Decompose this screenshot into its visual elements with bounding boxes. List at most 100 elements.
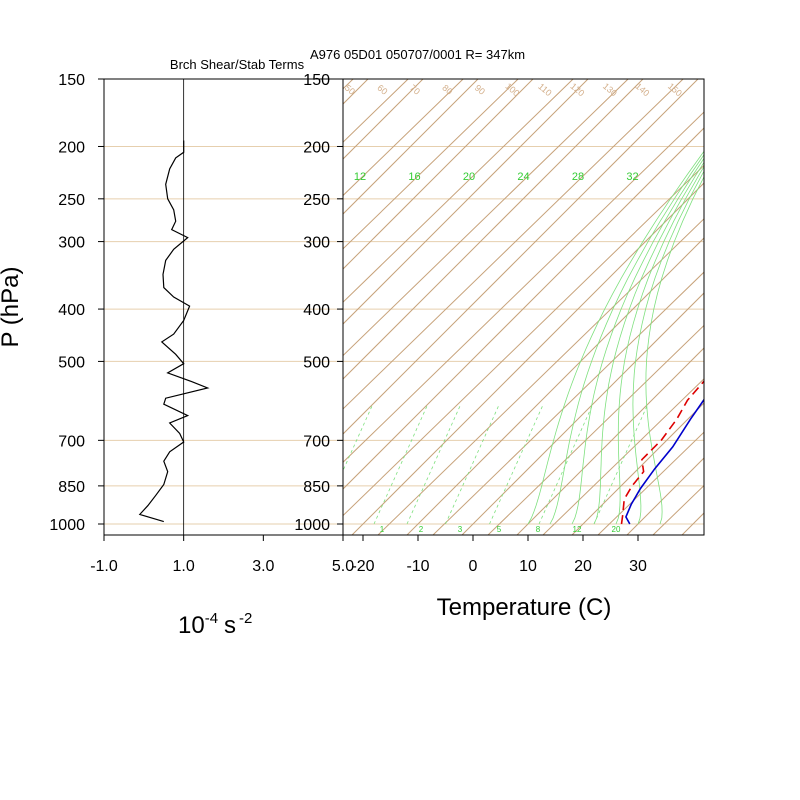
dry-adiabat-label: 100 (503, 81, 521, 98)
mixing-ratio-label: 2 (419, 525, 424, 534)
dry-adiabat-line (343, 79, 574, 303)
skewt-y-tick-label: 250 (303, 192, 330, 209)
isotherm-line (406, 237, 704, 535)
dry-adiabat-label: 60 (375, 83, 389, 97)
dry-adiabat-label: 110 (536, 81, 553, 98)
isotherm-line (792, 63, 800, 536)
isotherm-line (681, 512, 704, 535)
isotherm-line (0, 63, 219, 536)
mixing-ratio-line (373, 404, 429, 525)
isotherm-line (0, 63, 164, 536)
skewt-x-tick-label: 0 (469, 558, 478, 575)
dry-adiabat-line (597, 431, 704, 535)
isotherm-line (516, 347, 704, 535)
moist-adiabat-label: 28 (572, 171, 584, 183)
mixing-ratio-line (445, 404, 500, 525)
skewt-x-tick-label: 20 (574, 558, 592, 575)
skewt-plot-frame (342, 78, 705, 536)
shear-y-tick-label: 700 (58, 433, 85, 450)
mixing-ratio-label: 20 (612, 525, 621, 534)
mixing-ratio-line (489, 404, 544, 525)
shear-x-axis-title: 10-4 s -2 (178, 610, 252, 639)
dry-adiabat-label: 140 (633, 81, 651, 98)
dry-adiabat-line (652, 484, 704, 535)
isotherm-line (343, 79, 534, 270)
moist-adiabat-label: 24 (517, 171, 529, 183)
shear-y-tick-label: 1000 (49, 517, 85, 534)
mixing-ratio-line (406, 404, 462, 525)
skewt-series (620, 380, 704, 525)
skewt-y-tick-label: 1000 (294, 517, 330, 534)
isotherm-line (351, 182, 704, 535)
mixing-ratio-label: 5 (497, 525, 502, 534)
dry-adiabat-line (343, 79, 519, 250)
isotherm-line (343, 127, 704, 490)
shear-title: Brch Shear/Stab Terms (170, 57, 305, 72)
mixing-ratio-label: 8 (536, 525, 541, 534)
temperature-profile-line (625, 398, 704, 525)
dry-adiabat-line (343, 164, 704, 517)
skewt-y-tick-label: 400 (303, 302, 330, 319)
y-axis-title: P (hPa) (0, 267, 24, 348)
skewt-y-tick-label: 200 (303, 139, 330, 156)
shear-y-tick-label: 150 (58, 72, 85, 89)
isotherm-line (626, 457, 704, 535)
skewt-title: A976 05D01 050707/0001 R= 347km (310, 47, 525, 62)
dry-adiabat-line (542, 378, 704, 535)
shear-y-tick-label: 250 (58, 192, 85, 209)
unit-base: 10 (178, 612, 205, 639)
mixing-ratio-line (538, 404, 594, 525)
shear-x-ticks: -1.0 1.0 3.0 5.0 (90, 535, 354, 575)
unit-exponent: -4 (205, 610, 218, 627)
unit-seconds-exponent: -2 (239, 610, 252, 627)
mixing-ratio-label: 3 (458, 525, 463, 534)
skewt-panel: A976 05D01 050707/0001 R= 347km 12 16 20 24… (0, 47, 800, 621)
moist-adiabat-label: 20 (463, 171, 475, 183)
isotherm-line (343, 79, 589, 325)
dry-adiabat-line (343, 79, 354, 90)
temperature-axis-title: Temperature (C) (437, 594, 612, 621)
dewpoint-profile-line (620, 380, 704, 525)
mixing-ratio-line (343, 404, 374, 472)
isotherm-line (0, 63, 274, 536)
moist-adiabat-line (615, 165, 704, 525)
skewt-x-tick-label: 30 (629, 558, 647, 575)
moist-adiabat-line (571, 157, 704, 525)
dry-adiabat-line (708, 79, 800, 535)
skewt-x-ticks: -20 -10 0 10 20 30 (351, 535, 647, 575)
skewt-y-tick-label: 300 (303, 235, 330, 252)
moist-adiabat-line (527, 150, 704, 525)
isotherm-line (461, 292, 704, 535)
shear-pressure-gridlines (104, 145, 343, 525)
moist-adiabat-line (549, 154, 704, 525)
skewt-y-ticks: 150 200 250 300 400 500 700 850 1000 (294, 72, 343, 534)
skewt-x-tick-label: -20 (351, 558, 374, 575)
dry-adiabat-line (487, 324, 704, 535)
shear-x-tick-label: -1.0 (90, 558, 118, 575)
dry-adiabat-line (343, 79, 464, 197)
skewt-x-tick-label: -10 (406, 558, 429, 575)
skewt-y-tick-label: 150 (303, 72, 330, 89)
shear-x-tick-label: 1.0 (173, 558, 195, 575)
unit-seconds: s (224, 612, 236, 639)
skewt-y-tick-label: 850 (303, 479, 330, 496)
isotherm-line (737, 63, 800, 536)
shear-y-tick-label: 500 (58, 354, 85, 371)
isotherm-line (343, 79, 479, 215)
dry-adiabat-line (763, 79, 800, 535)
shear-profile-line (138, 140, 210, 523)
skewt-y-tick-label: 500 (303, 354, 330, 371)
mixing-ratio-label: 12 (573, 525, 582, 534)
dry-adiabat-line (343, 111, 704, 463)
dry-adiabat-line (343, 79, 629, 357)
mixing-ratio-label: 1 (380, 525, 385, 534)
moist-adiabat-label: 12 (354, 171, 366, 183)
svg-text:10-4s-2: 10-4 s -2 (178, 610, 252, 639)
dry-adiabat-line (377, 218, 704, 535)
skewt-background-lines (0, 63, 800, 536)
moist-adiabat-line (645, 175, 704, 525)
isotherm-line (571, 402, 704, 535)
moist-adiabat-line (593, 161, 704, 525)
isotherm-line (343, 79, 644, 380)
